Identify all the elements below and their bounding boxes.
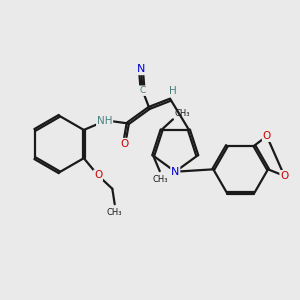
Text: O: O [94, 170, 102, 180]
Text: O: O [120, 139, 128, 148]
Text: N: N [137, 64, 146, 74]
Text: CH₃: CH₃ [152, 175, 167, 184]
Text: O: O [263, 131, 271, 141]
Text: CH₃: CH₃ [107, 208, 122, 217]
Text: C: C [140, 86, 146, 95]
Text: CH₃: CH₃ [174, 109, 190, 118]
Text: H: H [169, 86, 177, 96]
Text: N: N [171, 167, 179, 177]
Text: NH: NH [97, 116, 112, 126]
Text: O: O [280, 171, 289, 181]
